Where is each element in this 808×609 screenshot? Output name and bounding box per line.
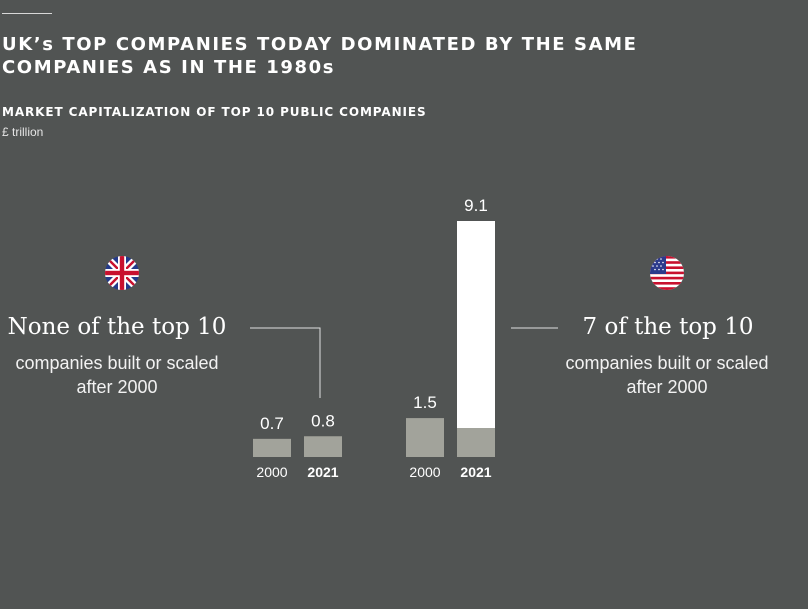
unit-label: £ trillion [2,125,44,139]
uk-description-line-1: companies built or scaled [15,353,219,373]
uk-data-label-2021: 0.8 [311,411,335,430]
chart-title-line-1: UK’s TOP COMPANIES TODAY DOMINATED BY TH… [2,34,638,55]
chart-title-line-2: COMPANIES AS IN THE 1980s [2,57,336,78]
uk-description-line-2: after 2000 [76,377,158,397]
us-data-label-2000: 1.5 [413,393,437,412]
uk-flag-icon [105,256,139,290]
us-bar-2021-base-segment [457,428,495,457]
us-category-label-2021: 2021 [460,464,491,480]
chart-title: UK’s TOP COMPANIES TODAY DOMINATED BY TH… [2,33,722,79]
uk-category-label-2000: 2000 [256,464,287,480]
us-data-label-2021: 9.1 [464,196,488,215]
top-rule [2,13,52,14]
chart-subtitle: MARKET CAPITALIZATION OF TOP 10 PUBLIC C… [2,105,427,119]
us-description-line-1: companies built or scaled [565,353,769,373]
uk-connector-line [250,327,321,398]
us-description: companies built or scaled after 2000 [547,351,787,399]
us-flag-icon [650,256,684,290]
uk-bar-2021 [304,436,342,457]
uk-category-label-2021: 2021 [307,464,338,480]
uk-data-label-2000: 0.7 [260,414,284,433]
uk-description: companies built or scaled after 2000 [0,351,237,399]
us-category-label-2000: 2000 [409,464,440,480]
us-description-line-2: after 2000 [626,377,708,397]
us-headline: 7 of the top 10 [582,314,754,340]
us-bar-2021 [457,221,495,457]
us-bar-2000 [406,418,444,457]
uk-bar-2000 [253,438,291,457]
uk-headline: None of the top 10 [7,314,227,340]
